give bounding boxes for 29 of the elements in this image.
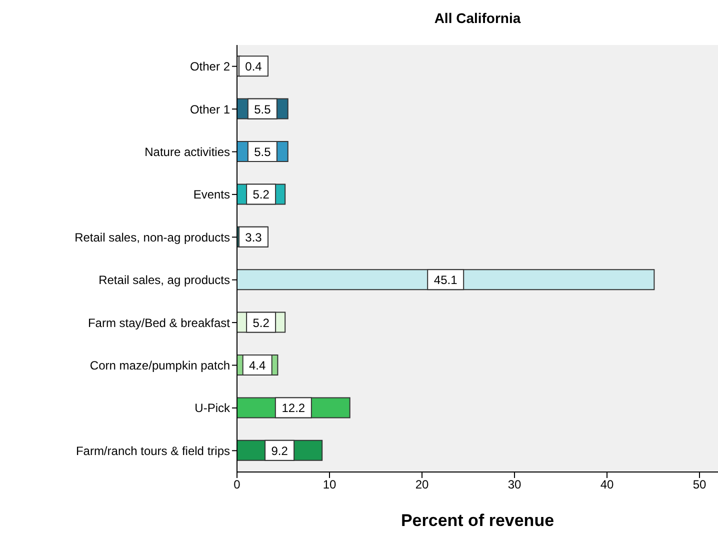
data-label: 45.1 [434,273,458,288]
x-tick-label: 40 [600,478,614,492]
y-tick-label: Farm/ranch tours & field trips [76,444,230,458]
x-tick-label: 50 [692,478,706,492]
x-tick-label: 0 [234,478,241,492]
x-tick-label: 10 [322,478,336,492]
x-axis-title: Percent of revenue [400,511,554,530]
data-label: 3.3 [245,230,262,244]
data-label: 4.4 [249,358,266,372]
y-tick-label: U-Pick [194,401,231,416]
data-label: 12.2 [282,401,306,416]
data-label: 0.4 [245,60,262,74]
bar [237,269,655,290]
y-tick-label: Retail sales, non-ag products [74,230,230,244]
y-tick-label: Other 1 [190,102,230,116]
y-tick-label: Retail sales, ag products [98,273,230,288]
y-tick-label: Events [193,188,230,202]
data-label: 5.5 [254,145,272,159]
data-label: 9.2 [271,444,288,458]
y-tick-label: Corn maze/pumpkin patch [90,358,230,373]
data-label: 5.2 [252,316,270,330]
x-tick-label: 20 [415,478,429,492]
chart-title: All California [433,10,522,26]
x-tick-label: 30 [508,478,522,492]
data-label: 5.5 [254,102,272,116]
y-tick-label: Farm stay/Bed & breakfast [88,316,231,330]
data-label: 5.2 [252,188,270,202]
y-tick-label: Other 2 [190,60,230,74]
y-tick-label: Nature activities [144,145,230,160]
